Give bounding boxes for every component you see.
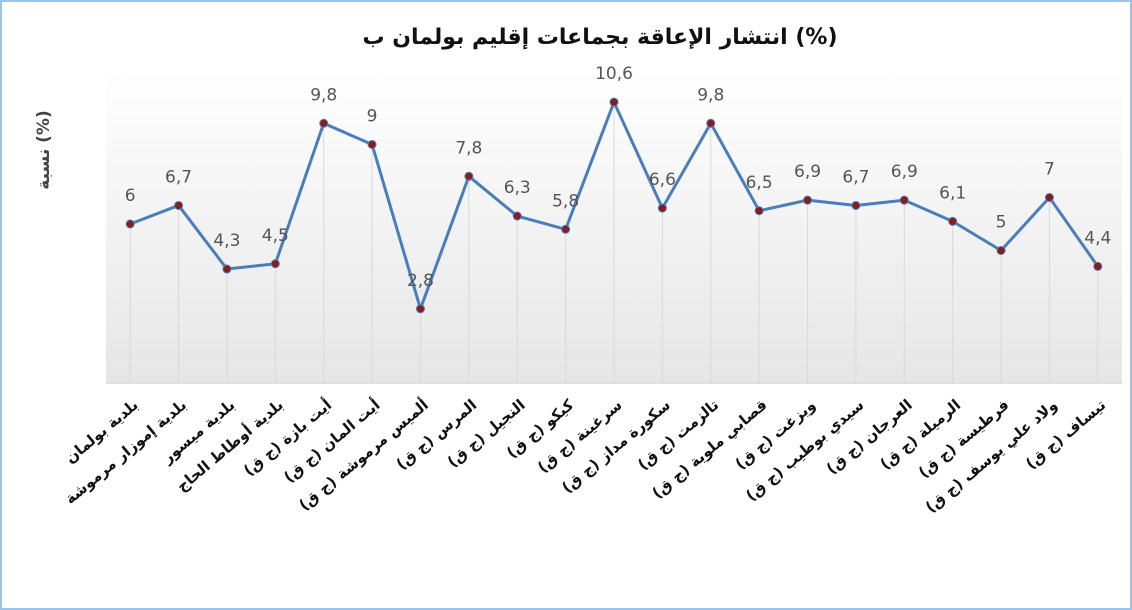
marker bbox=[609, 97, 619, 107]
data-label: 7 bbox=[1044, 160, 1055, 180]
data-label: 2,8 bbox=[407, 271, 434, 291]
marker bbox=[803, 195, 813, 205]
marker bbox=[1044, 193, 1054, 202]
marker bbox=[1093, 261, 1103, 271]
data-label: 9 bbox=[367, 107, 378, 127]
data-label: 6 bbox=[125, 186, 136, 206]
marker bbox=[415, 304, 425, 314]
chart-title: انتشار الإعاقة بجماعات إقليم بولمان ب (%… bbox=[362, 25, 837, 50]
data-label: 4,3 bbox=[213, 231, 240, 251]
marker bbox=[367, 140, 377, 149]
marker bbox=[222, 264, 232, 274]
marker bbox=[851, 200, 861, 210]
data-label: 10,6 bbox=[595, 64, 633, 84]
marker bbox=[125, 219, 135, 229]
data-label: 7,8 bbox=[455, 138, 482, 158]
data-label: 5,8 bbox=[552, 191, 579, 211]
marker bbox=[319, 118, 329, 128]
marker bbox=[270, 259, 280, 269]
marker bbox=[706, 118, 716, 128]
data-label: 6,9 bbox=[794, 162, 821, 182]
marker bbox=[899, 195, 909, 205]
marker bbox=[948, 216, 958, 226]
data-label: 9,8 bbox=[697, 85, 724, 105]
marker bbox=[561, 224, 571, 234]
marker bbox=[464, 171, 474, 181]
data-label: 6,7 bbox=[165, 167, 192, 187]
marker bbox=[174, 200, 184, 210]
data-label: 6,5 bbox=[746, 173, 773, 193]
marker bbox=[754, 206, 764, 216]
marker bbox=[512, 211, 522, 221]
y-axis-label: نسبة (%) bbox=[34, 110, 54, 189]
data-label: 4,5 bbox=[262, 226, 289, 246]
data-label: 6,1 bbox=[939, 183, 966, 203]
data-label: 5 bbox=[996, 213, 1007, 233]
data-label: 6,6 bbox=[649, 170, 676, 190]
marker bbox=[657, 203, 667, 213]
data-label: 6,9 bbox=[891, 162, 918, 182]
data-label: 6,7 bbox=[842, 167, 869, 187]
data-label: 6,3 bbox=[504, 178, 531, 198]
data-label: 4,4 bbox=[1084, 228, 1111, 248]
marker bbox=[996, 246, 1006, 255]
data-label: 9,8 bbox=[310, 85, 337, 105]
